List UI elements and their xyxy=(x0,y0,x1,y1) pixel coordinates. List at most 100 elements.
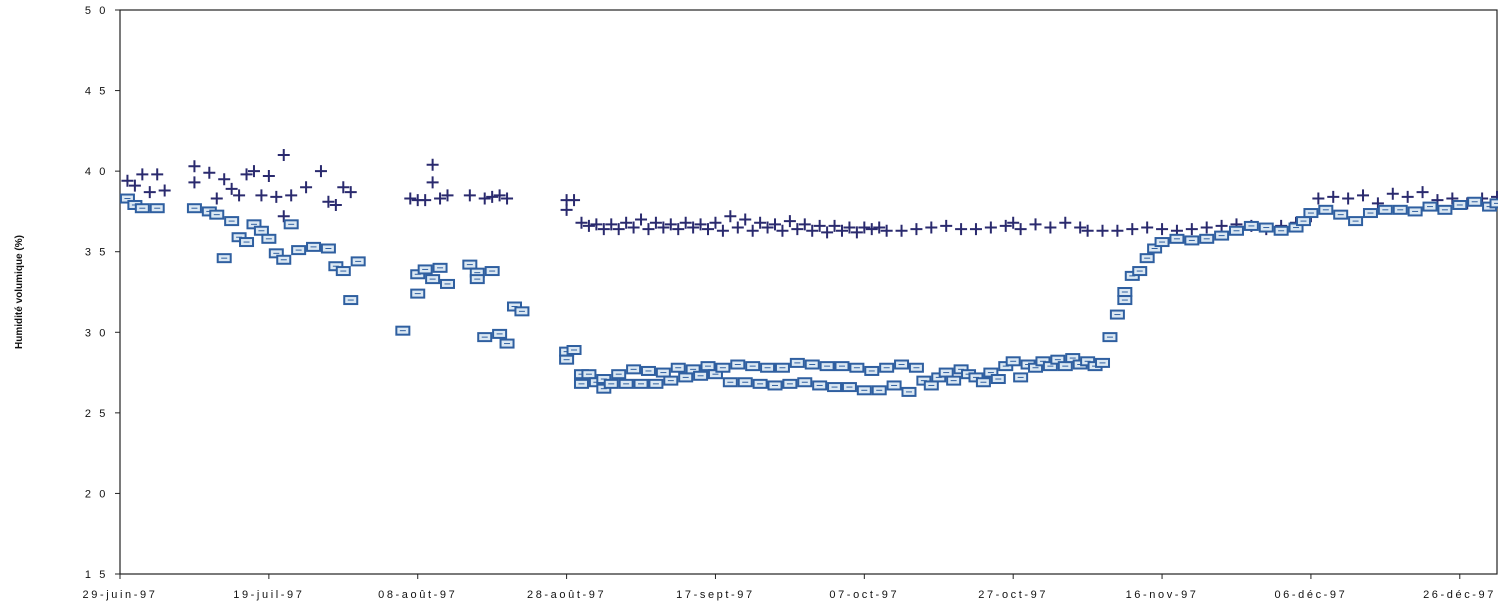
data-point xyxy=(605,218,618,231)
data-point xyxy=(835,224,848,237)
data-point xyxy=(255,189,268,202)
data-point xyxy=(955,223,968,236)
data-point xyxy=(694,218,707,231)
data-point xyxy=(761,221,774,234)
data-point xyxy=(1357,189,1370,202)
series-layer xyxy=(119,149,1498,397)
data-point xyxy=(285,189,298,202)
data-point xyxy=(612,223,625,236)
data-point xyxy=(568,194,581,207)
x-tick-label: 17-sept-97 xyxy=(676,589,755,601)
data-point xyxy=(925,221,938,234)
data-point xyxy=(687,221,700,234)
data-point xyxy=(984,221,997,234)
data-point xyxy=(716,224,729,237)
x-tick-label: 27-oct-97 xyxy=(978,589,1048,601)
data-point xyxy=(724,210,737,223)
data-point xyxy=(1416,186,1429,199)
data-point xyxy=(210,192,223,205)
data-point xyxy=(478,192,491,205)
data-point xyxy=(1074,221,1087,234)
y-tick-label: 1 5 xyxy=(85,569,108,581)
data-point xyxy=(769,218,782,231)
data-point xyxy=(136,168,149,181)
data-point xyxy=(486,190,499,203)
data-point xyxy=(322,195,335,208)
data-point xyxy=(850,226,863,239)
data-point xyxy=(501,192,514,205)
x-tick-label: 19-juil-97 xyxy=(233,589,304,601)
data-point xyxy=(895,224,908,237)
data-point xyxy=(940,219,953,232)
data-point xyxy=(121,174,134,187)
data-point xyxy=(560,203,573,216)
data-point xyxy=(739,213,752,226)
data-point xyxy=(426,176,439,189)
data-point xyxy=(247,165,260,178)
data-point xyxy=(203,166,216,179)
data-point xyxy=(582,219,595,232)
data-point xyxy=(344,186,357,199)
y-tick-label: 3 0 xyxy=(85,327,108,339)
data-point xyxy=(1126,223,1139,236)
data-point xyxy=(798,218,811,231)
data-point xyxy=(277,149,290,162)
data-point xyxy=(635,213,648,226)
data-point xyxy=(128,179,141,192)
y-tick-label: 5 0 xyxy=(85,5,108,17)
x-axis: 29-juin-97 19-juil-97 08-août-97 28-août-97… xyxy=(83,574,1493,601)
data-point xyxy=(188,176,201,189)
y-tick-label: 2 5 xyxy=(85,408,108,420)
y-tick-label: 3 5 xyxy=(85,247,108,259)
data-point xyxy=(642,223,655,236)
data-point xyxy=(493,189,506,202)
y-axis: 1 5 2 0 2 5 3 0 3 5 4 0 4 5 5 0 xyxy=(85,5,120,581)
data-point xyxy=(620,216,633,229)
plot-area xyxy=(119,9,1498,575)
data-point xyxy=(1007,216,1020,229)
data-point xyxy=(664,218,677,231)
data-point xyxy=(813,219,826,232)
data-point xyxy=(1215,219,1228,232)
data-point xyxy=(627,221,640,234)
x-tick-label: 08-août-97 xyxy=(378,589,457,601)
data-point xyxy=(441,189,454,202)
data-point xyxy=(843,221,856,234)
data-point xyxy=(999,219,1012,232)
data-point xyxy=(1029,218,1042,231)
data-point xyxy=(865,223,878,236)
y-tick-label: 2 0 xyxy=(85,488,108,500)
data-point xyxy=(158,184,171,197)
data-point xyxy=(754,216,767,229)
data-point xyxy=(1200,221,1213,234)
data-point xyxy=(240,168,253,181)
data-point xyxy=(873,221,886,234)
x-tick-label: 07-oct-97 xyxy=(829,589,899,601)
series-plus xyxy=(121,149,1498,239)
data-point xyxy=(404,192,417,205)
x-tick-label: 28-août-97 xyxy=(527,589,606,601)
data-point xyxy=(151,168,164,181)
data-point xyxy=(806,224,819,237)
data-point xyxy=(1014,223,1027,236)
data-point xyxy=(597,223,610,236)
data-point xyxy=(776,224,789,237)
y-tick-label: 4 5 xyxy=(85,86,108,98)
data-point xyxy=(679,216,692,229)
series-box xyxy=(119,193,1498,397)
data-point xyxy=(188,160,201,173)
data-point xyxy=(649,216,662,229)
data-point xyxy=(1312,192,1325,205)
x-tick-label: 16-nov-97 xyxy=(1126,589,1199,601)
data-point xyxy=(1111,224,1124,237)
data-point xyxy=(1081,224,1094,237)
data-point xyxy=(746,224,759,237)
data-point xyxy=(1401,190,1414,203)
y-tick-label: 4 0 xyxy=(85,166,108,178)
data-point xyxy=(314,165,327,178)
data-point xyxy=(300,181,313,194)
x-tick-label: 06-déc-97 xyxy=(1274,589,1347,601)
data-point xyxy=(821,226,834,239)
x-tick-label: 29-juin-97 xyxy=(83,589,158,601)
